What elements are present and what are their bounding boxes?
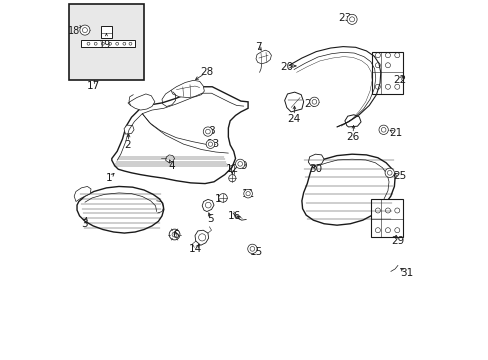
Polygon shape	[165, 155, 174, 163]
Polygon shape	[81, 40, 135, 47]
Circle shape	[384, 168, 394, 177]
Text: 29: 29	[390, 236, 404, 246]
Circle shape	[228, 175, 235, 182]
Polygon shape	[124, 125, 134, 134]
Polygon shape	[112, 87, 247, 184]
Circle shape	[247, 244, 257, 253]
Text: 15: 15	[249, 247, 262, 257]
Text: 17: 17	[87, 81, 101, 91]
Circle shape	[244, 189, 252, 198]
Circle shape	[378, 125, 387, 134]
Text: 1: 1	[105, 173, 112, 183]
Polygon shape	[202, 199, 214, 212]
Circle shape	[235, 159, 244, 168]
Polygon shape	[308, 154, 324, 166]
Circle shape	[169, 229, 180, 240]
Text: 24: 24	[287, 114, 300, 124]
Polygon shape	[77, 186, 163, 233]
Bar	[371, 51, 403, 94]
Text: 22: 22	[392, 75, 405, 85]
Polygon shape	[195, 230, 208, 245]
Text: 10: 10	[214, 194, 227, 204]
Text: 25: 25	[392, 171, 405, 181]
Text: 23: 23	[338, 13, 351, 23]
Polygon shape	[74, 186, 91, 202]
Circle shape	[203, 127, 212, 136]
Polygon shape	[101, 26, 112, 39]
Text: 27: 27	[304, 99, 317, 109]
Circle shape	[80, 25, 90, 35]
Bar	[370, 199, 402, 237]
Text: 19: 19	[99, 40, 111, 50]
Text: 6: 6	[172, 230, 179, 240]
Polygon shape	[128, 94, 155, 110]
Polygon shape	[171, 80, 204, 98]
Polygon shape	[301, 154, 394, 225]
Text: 31: 31	[399, 268, 412, 278]
Circle shape	[309, 97, 319, 107]
Text: 7: 7	[255, 42, 262, 51]
Text: 5: 5	[207, 214, 213, 224]
Circle shape	[346, 14, 356, 24]
Text: 12: 12	[225, 164, 238, 174]
Text: 30: 30	[308, 164, 322, 174]
Text: 16: 16	[227, 211, 241, 221]
Text: 8: 8	[208, 126, 214, 136]
Text: 4: 4	[168, 161, 175, 171]
Text: 11: 11	[242, 189, 255, 199]
Text: 18: 18	[68, 26, 80, 36]
Bar	[69, 4, 144, 80]
Polygon shape	[284, 92, 303, 112]
Polygon shape	[255, 50, 271, 64]
Text: 14: 14	[188, 244, 202, 254]
Text: 26: 26	[346, 132, 359, 142]
Polygon shape	[344, 115, 360, 127]
Text: 9: 9	[240, 161, 246, 171]
Text: 13: 13	[206, 139, 219, 149]
Circle shape	[218, 194, 227, 202]
Text: 20: 20	[280, 62, 293, 72]
Circle shape	[206, 140, 214, 148]
Text: 28: 28	[200, 67, 213, 77]
Text: 3: 3	[81, 219, 88, 229]
Text: 21: 21	[388, 129, 402, 138]
Text: 2: 2	[124, 140, 131, 150]
